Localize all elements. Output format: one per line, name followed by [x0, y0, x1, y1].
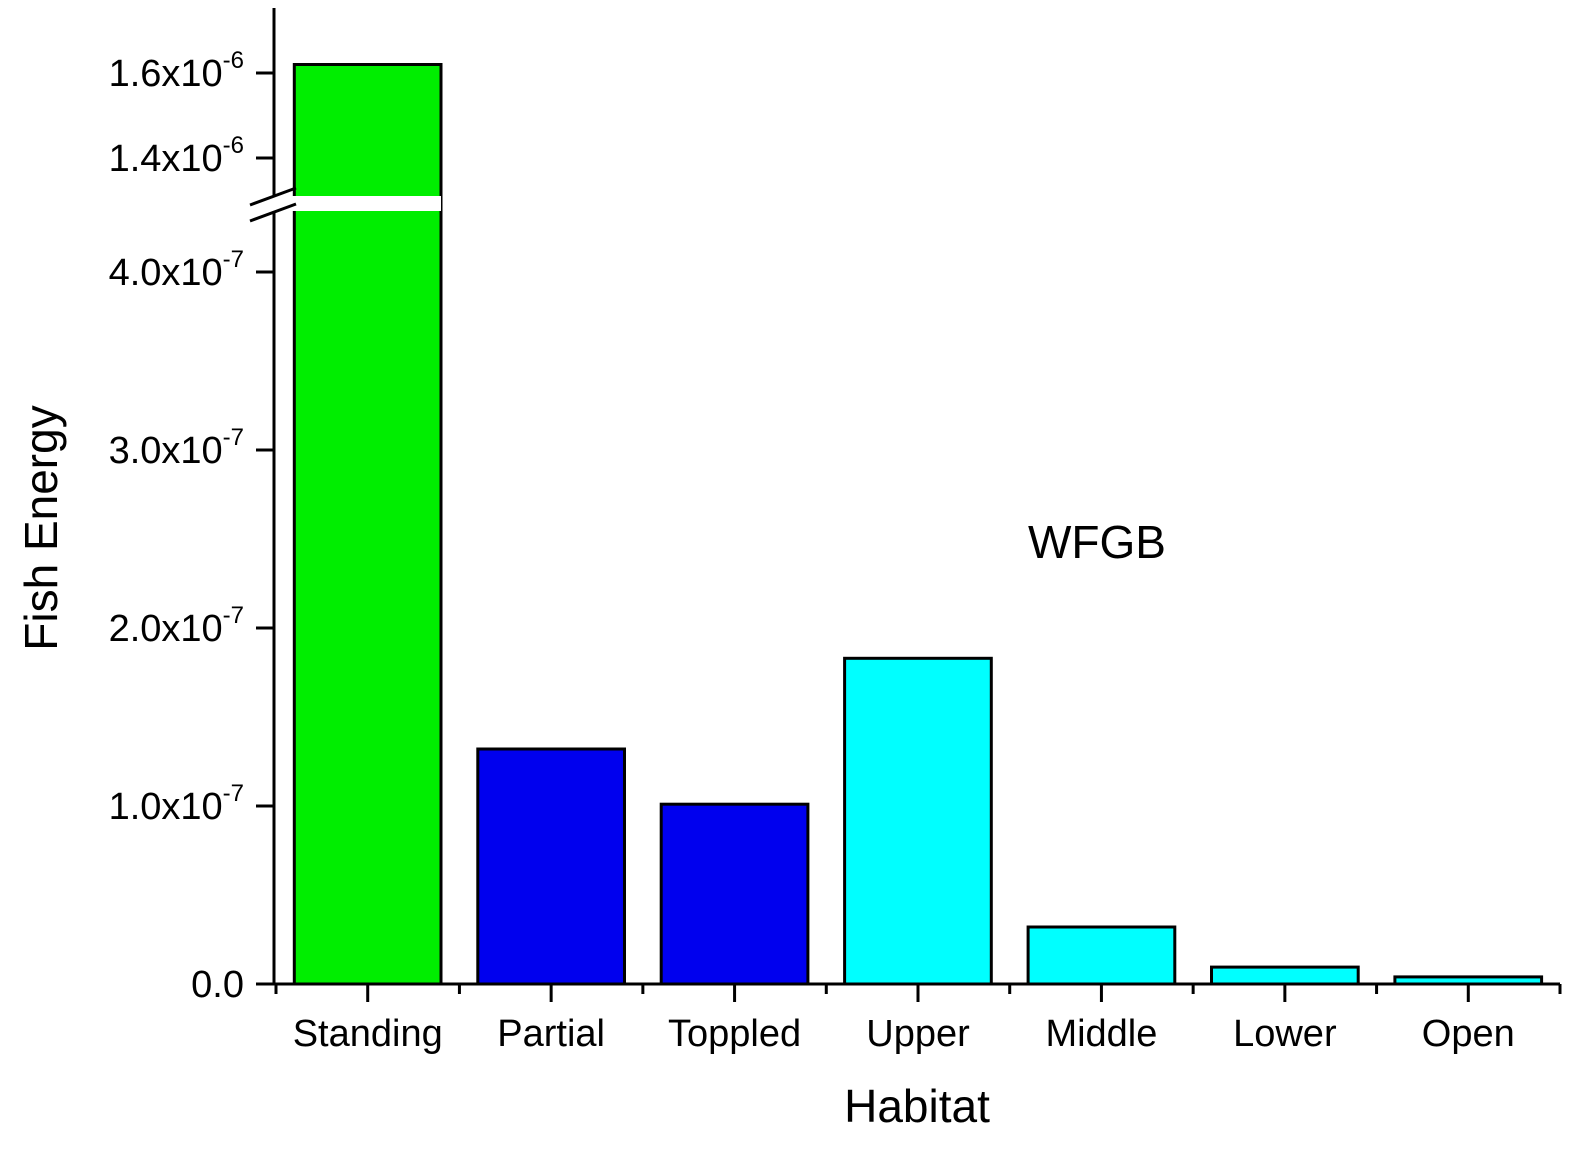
y-axis-ticks: 0.0 1.0x10-7 2.0x10-7 3.0x10-7 4.0x10-7 1.4x1…: [109, 47, 274, 1006]
bar-partial: [476, 747, 626, 986]
axes: [272, 8, 1560, 986]
x-tick-label-open: Open: [1422, 1013, 1515, 1055]
bar-standing: [292, 63, 443, 986]
bar-upper: [843, 656, 993, 986]
bar-toppled: [659, 802, 810, 986]
x-tick-label-standing: Standing: [293, 1013, 443, 1055]
y-axis-title: Fish Energy: [15, 405, 67, 650]
chart-annotation: WFGB: [1028, 516, 1166, 568]
axis-break-gap: [271, 196, 441, 211]
y-tick-label: 3.0x10-7: [109, 424, 244, 472]
x-tick-label-lower: Lower: [1233, 1013, 1337, 1055]
x-tick-label-toppled: Toppled: [668, 1013, 801, 1055]
y-tick-label: 0.0: [191, 964, 244, 1006]
x-axis-ticks: Standing Partial Toppled Upper Middle Lower Op…: [274, 984, 1562, 1055]
bar-middle: [1026, 925, 1177, 986]
x-tick-label-partial: Partial: [497, 1013, 605, 1055]
x-tick-label-middle: Middle: [1045, 1013, 1157, 1055]
axis-break-mark: [249, 186, 297, 207]
x-tick-label-upper: Upper: [866, 1013, 970, 1055]
y-tick-label: 1.4x10-6: [109, 132, 244, 180]
y-tick-label: 1.0x10-7: [109, 780, 244, 828]
y-tick-label: 4.0x10-7: [109, 246, 244, 294]
x-axis-title: Habitat: [844, 1080, 990, 1132]
y-tick-label: 1.6x10-6: [109, 47, 244, 95]
bars-layer: [292, 63, 1544, 986]
y-tick-label: 2.0x10-7: [109, 602, 244, 650]
bar-lower: [1210, 965, 1360, 986]
